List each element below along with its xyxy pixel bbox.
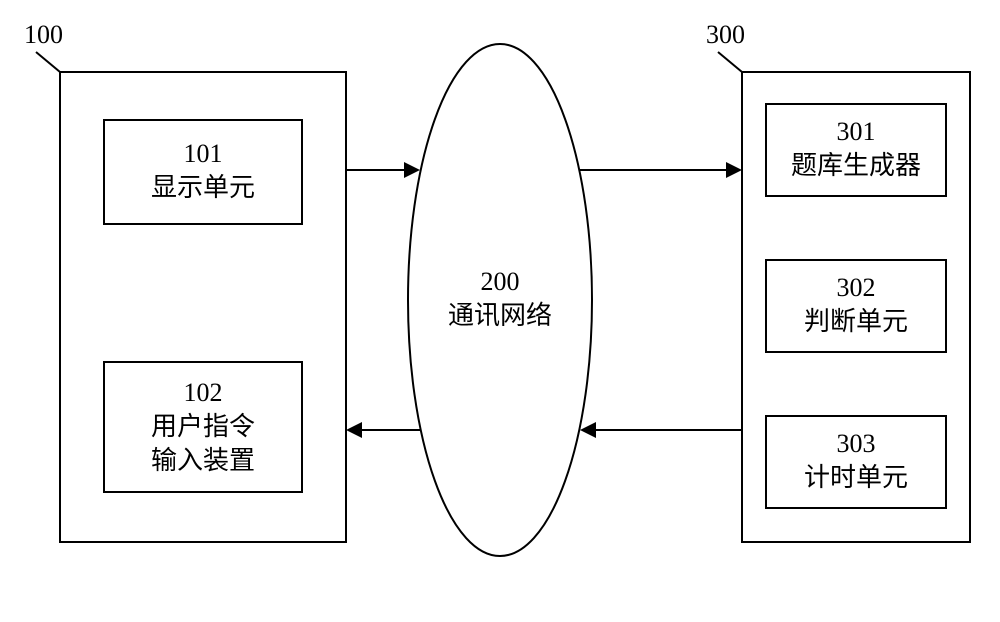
right-group-tick [718, 52, 742, 72]
right-group-label: 300 [706, 20, 745, 49]
arrow-left-to-center-top [346, 162, 420, 178]
box-102-text-line: 102 [184, 378, 223, 407]
box-303-text-line: 303 [837, 429, 876, 458]
left-group-tick [36, 52, 60, 72]
box-303-text-line: 计时单元 [804, 463, 908, 492]
box-302-text: 302 判断单元 [804, 273, 908, 336]
system-diagram: 100101显示单元102用户指令输入装置200通讯网络300301题库生成器3… [0, 0, 1000, 622]
box-101-text-line: 101 [184, 139, 223, 168]
box-102-text-line: 用户指令 [151, 412, 255, 441]
arrow-right-to-center-bottom [580, 422, 742, 438]
box-302-text-line: 判断单元 [804, 307, 908, 336]
box-302-text-line: 302 [837, 273, 876, 302]
box-101-text: 101 显示单元 [151, 139, 255, 202]
center-text-line: 通讯网络 [448, 301, 552, 330]
box-102-text-line: 输入装置 [151, 446, 255, 475]
box-301-text: 301 题库生成器 [791, 117, 921, 180]
arrow-center-to-right-top-head [726, 162, 742, 178]
arrow-left-to-center-top-head [404, 162, 420, 178]
arrow-center-to-right-top [580, 162, 742, 178]
box-101-text-line: 显示单元 [151, 173, 255, 202]
arrow-center-to-left-bottom [346, 422, 420, 438]
arrow-center-to-left-bottom-head [346, 422, 362, 438]
box-303-text: 303 计时单元 [804, 429, 908, 492]
center-text-line: 200 [481, 267, 520, 296]
left-group-label: 100 [24, 20, 63, 49]
box-102-text: 102 用户指令输入装置 [151, 378, 255, 475]
box-301-text-line: 题库生成器 [791, 151, 921, 180]
box-301-text-line: 301 [837, 117, 876, 146]
center-text: 200 通讯网络 [448, 267, 552, 330]
arrow-right-to-center-bottom-head [580, 422, 596, 438]
